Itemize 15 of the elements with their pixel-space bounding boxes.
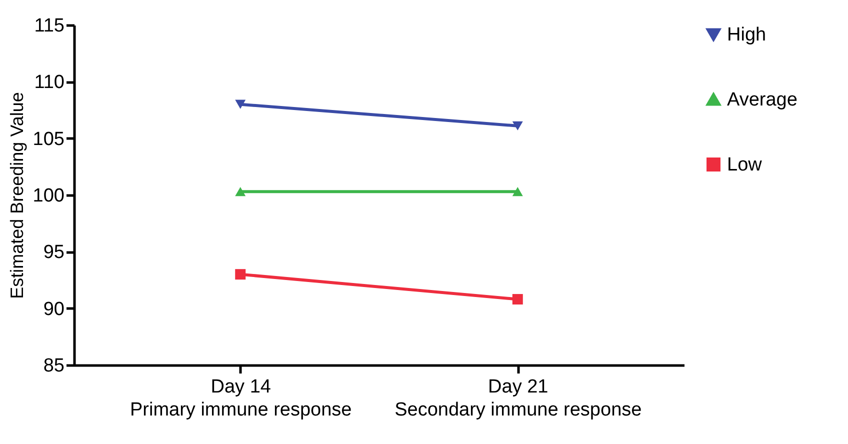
- legend-label: High: [727, 24, 766, 46]
- y-tick-label: 110: [34, 72, 64, 94]
- y-tick-label: 90: [43, 298, 64, 320]
- y-tick-label: 100: [32, 186, 64, 206]
- y-axis-title: Estimated Breeding Value: [6, 92, 27, 299]
- legend-label: Low: [727, 154, 762, 176]
- point: [512, 294, 523, 305]
- y-tick-label: 85: [43, 356, 64, 376]
- x-tick-label: Day 14 Primary immune response: [130, 376, 352, 420]
- x-tick-label: Day 21 Secondary immune response: [394, 376, 642, 420]
- legend-label: Average: [727, 90, 798, 110]
- y-tick-label: 95: [43, 242, 64, 264]
- y-tick-label: 105: [32, 128, 64, 150]
- y-tick-label: 115: [34, 16, 64, 36]
- point: [235, 269, 246, 280]
